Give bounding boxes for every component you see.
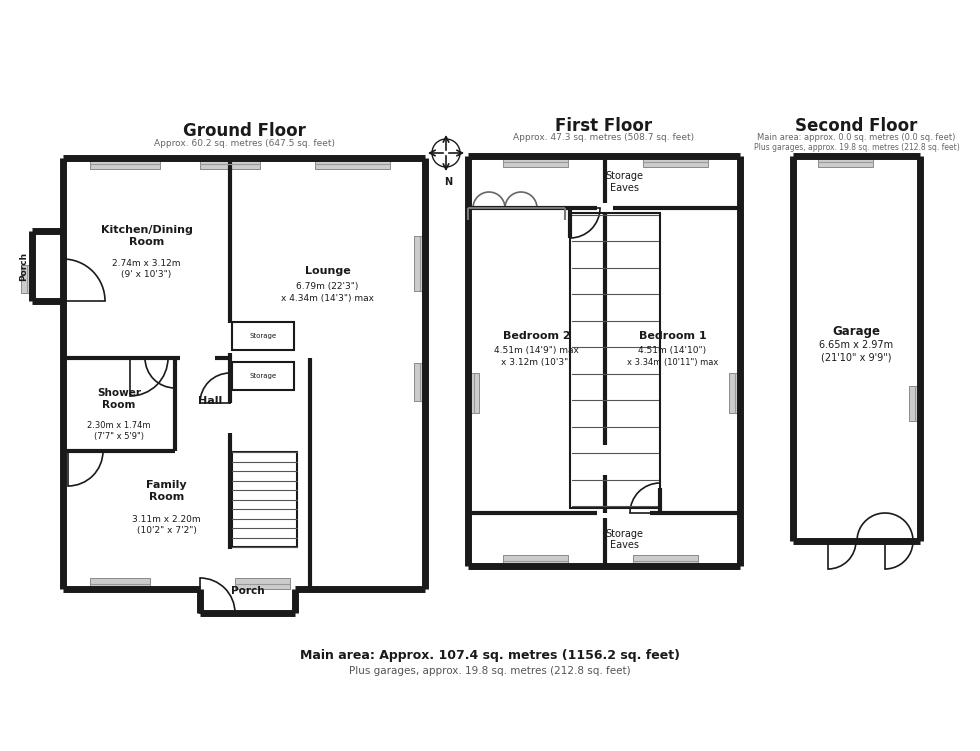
Bar (468, 373, 479, 413)
Text: Bedroom 1: Bedroom 1 (639, 331, 707, 341)
Bar (315, 158, 390, 169)
Text: First Floor: First Floor (556, 117, 653, 135)
Text: Main area: approx. 0.0 sq. metres (0.0 sq. feet): Main area: approx. 0.0 sq. metres (0.0 s… (758, 134, 955, 143)
Text: 2.30m x 1.74m: 2.30m x 1.74m (87, 421, 151, 430)
Text: 4.51m (14'10"): 4.51m (14'10") (638, 346, 707, 355)
Text: (7'7" x 5'9"): (7'7" x 5'9") (94, 432, 144, 441)
Text: 6.79m (22'3"): 6.79m (22'3") (296, 282, 359, 291)
Text: Family
Room: Family Room (146, 480, 187, 502)
Text: 6.65m x 2.97m: 6.65m x 2.97m (819, 340, 894, 350)
Bar (200, 158, 260, 169)
Bar (232, 362, 294, 390)
Text: Hall: Hall (198, 396, 222, 406)
Text: Storage
Eaves: Storage Eaves (605, 529, 643, 550)
Bar (232, 452, 297, 547)
Text: Garage: Garage (832, 324, 880, 337)
Bar (90, 578, 150, 589)
Bar (643, 156, 708, 167)
Text: Second Floor: Second Floor (796, 117, 917, 135)
Bar (503, 156, 568, 167)
Text: Storage
Eaves: Storage Eaves (605, 171, 643, 193)
Text: x 3.12m (10'3"): x 3.12m (10'3") (501, 357, 572, 366)
Bar (909, 386, 920, 421)
Text: Shower
Room: Shower Room (97, 388, 141, 410)
Text: (9' x 10'3"): (9' x 10'3") (122, 270, 172, 279)
Text: (21'10" x 9'9"): (21'10" x 9'9") (821, 352, 892, 362)
Text: (10'2" x 7'2"): (10'2" x 7'2") (136, 526, 196, 535)
Bar (21, 265, 32, 293)
Text: Porch: Porch (230, 586, 265, 596)
Text: 4.51m (14'9") max: 4.51m (14'9") max (494, 346, 579, 355)
Bar (633, 555, 698, 566)
Bar (818, 156, 873, 167)
Bar (570, 213, 660, 508)
Text: Approx. 47.3 sq. metres (508.7 sq. feet): Approx. 47.3 sq. metres (508.7 sq. feet) (514, 134, 695, 143)
Text: Ground Floor: Ground Floor (182, 122, 306, 140)
Text: 2.74m x 3.12m: 2.74m x 3.12m (113, 260, 180, 269)
Text: N: N (444, 177, 452, 187)
Text: Plus garages, approx. 19.8 sq. metres (212.8 sq. feet): Plus garages, approx. 19.8 sq. metres (2… (349, 666, 631, 676)
Text: Porch: Porch (20, 252, 28, 281)
Bar (729, 373, 740, 413)
Text: Plus garages, approx. 19.8 sq. metres (212.8 sq. feet): Plus garages, approx. 19.8 sq. metres (2… (754, 143, 959, 152)
Text: Main area: Approx. 107.4 sq. metres (1156.2 sq. feet): Main area: Approx. 107.4 sq. metres (115… (300, 650, 680, 662)
Text: 3.11m x 2.20m: 3.11m x 2.20m (132, 514, 201, 523)
Text: x 3.34m (10'11") max: x 3.34m (10'11") max (627, 357, 718, 366)
Bar (414, 236, 425, 291)
Text: Storage: Storage (250, 373, 276, 379)
Bar (503, 555, 568, 566)
Text: x 4.34m (14'3") max: x 4.34m (14'3") max (281, 294, 374, 303)
Bar (414, 363, 425, 401)
Bar (235, 578, 290, 589)
Text: Lounge: Lounge (305, 266, 351, 276)
Bar (90, 158, 160, 169)
Text: Approx. 60.2 sq. metres (647.5 sq. feet): Approx. 60.2 sq. metres (647.5 sq. feet) (154, 138, 334, 147)
Text: Bedroom 2: Bedroom 2 (503, 331, 570, 341)
Text: Storage: Storage (250, 333, 276, 339)
Text: Kitchen/Dining
Room: Kitchen/Dining Room (101, 225, 192, 247)
Bar (232, 322, 294, 350)
